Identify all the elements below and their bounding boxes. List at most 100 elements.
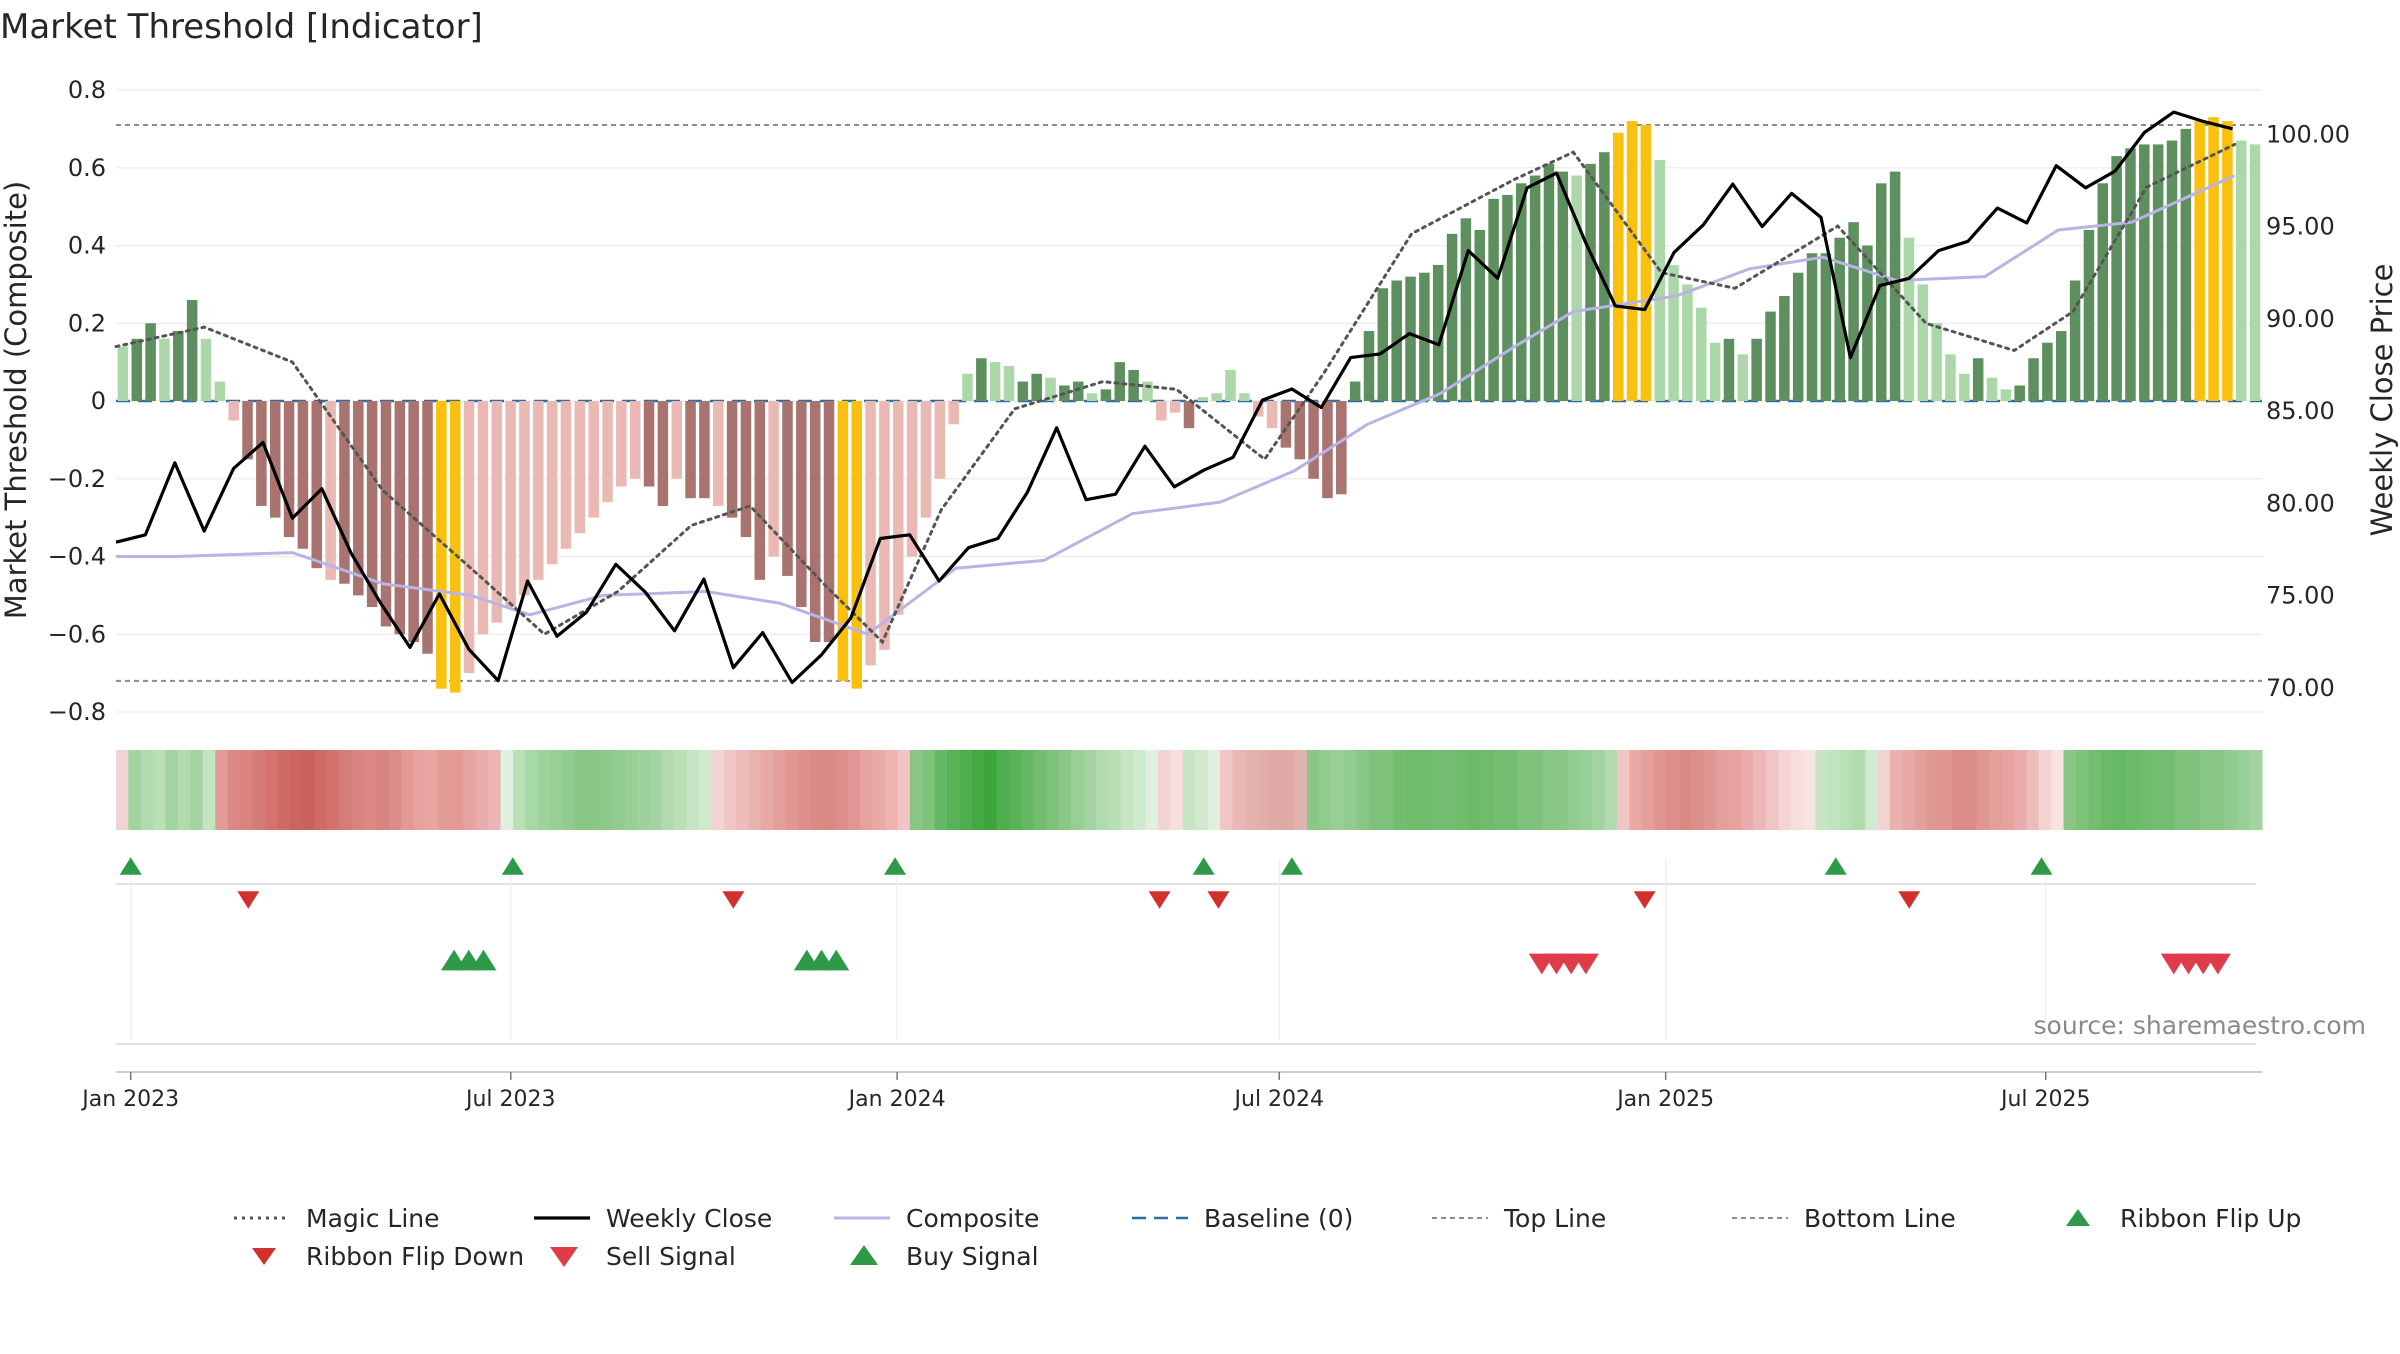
ribbon-cell <box>1468 750 1482 830</box>
ribbon-cell <box>1827 750 1841 830</box>
ribbon-cell <box>1182 750 1196 830</box>
ribbon-cell <box>426 750 440 830</box>
composite-bar <box>989 362 1001 402</box>
y-tick-label: 0 <box>91 387 106 415</box>
composite-bar <box>823 401 835 643</box>
ribbon-flip-up-marker <box>1280 857 1303 875</box>
ribbon-cell <box>1157 750 1171 830</box>
composite-bar <box>1377 288 1389 401</box>
ribbon-cell <box>140 750 154 830</box>
composite-bar <box>796 401 807 608</box>
legend-label: Bottom Line <box>1804 1204 1956 1233</box>
y-axis-left: 0.8 0.6 0.4 0.2 0 −0.2 −0.4 −0.6 −0.8 <box>48 76 106 726</box>
composite-bar <box>1862 245 1873 401</box>
legend-item-baseline: Baseline (0) <box>1132 1204 1353 1233</box>
composite-bar <box>1972 358 1984 401</box>
composite-bar <box>491 401 502 623</box>
composite-bar <box>713 401 724 506</box>
ribbon-cell <box>289 750 303 830</box>
ribbon-cell <box>1207 750 1221 830</box>
composite-bar <box>602 401 613 503</box>
composite-bar <box>436 401 447 689</box>
composite-bar <box>297 401 309 549</box>
y-tick-label: 0.6 <box>68 154 106 182</box>
composite-bar <box>962 373 973 401</box>
composite-bar <box>533 401 544 580</box>
ribbon-cell <box>909 750 923 830</box>
ribbon-flip-up-marker <box>501 857 524 875</box>
ribbon-cell <box>2026 750 2040 830</box>
composite-bar <box>574 401 586 534</box>
y2-tick-label: 90.00 <box>2266 305 2335 333</box>
ribbon-cell <box>2013 750 2027 830</box>
ribbon-cell <box>500 750 514 830</box>
ribbon-cell <box>1976 750 1990 830</box>
ribbon-cell <box>1220 750 1234 830</box>
x-tick-label: Jan 2025 <box>1615 1087 1714 1112</box>
composite-bar <box>380 401 392 627</box>
legend-item-flipdown: Ribbon Flip Down <box>252 1242 524 1271</box>
ribbon-cell <box>550 750 564 830</box>
ribbon-cell <box>2063 750 2077 830</box>
x-tick-label: Jul 2025 <box>1999 1087 2091 1112</box>
ribbon-cell <box>624 750 638 830</box>
composite-bar <box>865 401 876 666</box>
ribbon-cell <box>2150 750 2164 830</box>
composite-bar <box>256 401 267 506</box>
composite-bar <box>934 401 946 479</box>
composite-bar <box>837 401 849 681</box>
y2-tick-label: 100.00 <box>2266 120 2350 148</box>
ribbon-cell <box>885 750 899 830</box>
composite-bar <box>685 401 696 499</box>
ribbon-cell <box>215 750 229 830</box>
composite-bar <box>699 401 710 499</box>
ribbon-flip-down-marker <box>1898 891 1921 909</box>
x-tick-label: Jul 2023 <box>464 1087 556 1112</box>
composite-bar <box>920 401 932 518</box>
legend-label: Composite <box>906 1204 1039 1233</box>
y-axis-right: 100.00 95.00 90.00 85.00 80.00 75.00 70.00 <box>2266 120 2350 702</box>
ribbon-cell <box>1542 750 1556 830</box>
composite-bar <box>1502 194 1513 401</box>
ribbon-cell <box>1964 750 1978 830</box>
ribbon-cell <box>699 750 713 830</box>
ribbon-cell <box>1368 750 1382 830</box>
ribbon-cell <box>1877 750 1891 830</box>
composite-bar <box>879 401 890 650</box>
composite-bar <box>2042 342 2053 401</box>
ribbon-cell <box>711 750 725 830</box>
y-tick-label: −0.4 <box>48 543 106 571</box>
ribbon-cell <box>971 750 985 830</box>
composite-bar <box>1516 183 1527 401</box>
ribbon-cell <box>450 750 464 830</box>
composite-bar <box>1294 401 1306 460</box>
ribbon-cell <box>2113 750 2127 830</box>
ribbon-cell <box>1728 750 1742 830</box>
composite-bar <box>311 401 323 569</box>
ribbon-cell <box>240 750 254 830</box>
composite-bar <box>2180 128 2192 402</box>
y2-tick-label: 85.00 <box>2266 397 2335 425</box>
ribbon-cell <box>810 750 824 830</box>
ribbon-cell <box>860 750 874 830</box>
ribbon-cell <box>1815 750 1829 830</box>
composite-bar <box>1474 229 1486 401</box>
composite-bar <box>2166 140 2178 402</box>
y-tick-label: −0.6 <box>48 620 106 648</box>
x-tick-label: Jan 2024 <box>847 1087 946 1112</box>
composite-bar <box>1529 175 1541 401</box>
ribbon-cell <box>488 750 502 830</box>
composite-bar <box>1142 381 1153 401</box>
ribbon-cell <box>2051 750 2065 830</box>
composite-bar <box>1931 323 1942 401</box>
ribbon-cell <box>128 750 142 830</box>
composite-bar <box>463 401 475 674</box>
composite-bar <box>1668 264 1679 401</box>
ribbon-cell <box>1716 750 1730 830</box>
ribbon-cell <box>1406 750 1420 830</box>
composite-bar <box>1696 307 1707 401</box>
ribbon-cell <box>984 750 998 830</box>
ribbon-cell <box>1889 750 1903 830</box>
ribbon-flip-up-marker <box>2030 857 2053 875</box>
